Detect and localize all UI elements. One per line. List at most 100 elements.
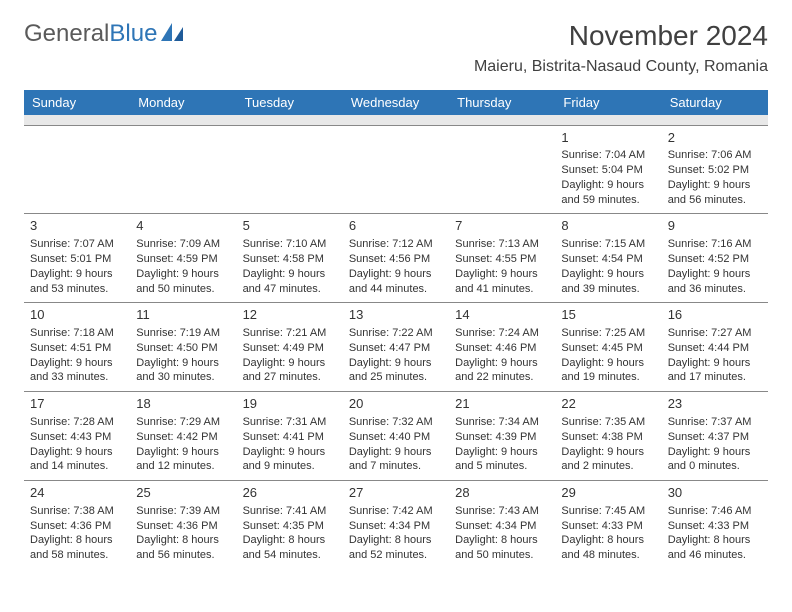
day-cell: 30Sunrise: 7:46 AMSunset: 4:33 PMDayligh… xyxy=(662,481,768,569)
sunset-text: Sunset: 4:34 PM xyxy=(349,519,443,534)
sunset-text: Sunset: 4:58 PM xyxy=(243,252,337,267)
spacer-row xyxy=(24,115,768,125)
sunset-text: Sunset: 5:02 PM xyxy=(668,163,762,178)
sunrise-text: Sunrise: 7:35 AM xyxy=(561,415,655,430)
day-number: 28 xyxy=(455,484,549,502)
sunset-text: Sunset: 4:33 PM xyxy=(668,519,762,534)
col-tuesday: Tuesday xyxy=(237,90,343,115)
day-number: 29 xyxy=(561,484,655,502)
daylight-text: Daylight: 8 hours and 54 minutes. xyxy=(243,533,337,563)
empty-cell xyxy=(24,125,130,214)
day-cell: 2Sunrise: 7:06 AMSunset: 5:02 PMDaylight… xyxy=(662,125,768,214)
daylight-text: Daylight: 8 hours and 56 minutes. xyxy=(136,533,230,563)
sunrise-text: Sunrise: 7:32 AM xyxy=(349,415,443,430)
sunset-text: Sunset: 4:44 PM xyxy=(668,341,762,356)
day-number: 27 xyxy=(349,484,443,502)
sunset-text: Sunset: 4:54 PM xyxy=(561,252,655,267)
daylight-text: Daylight: 9 hours and 12 minutes. xyxy=(136,445,230,475)
sunrise-text: Sunrise: 7:07 AM xyxy=(30,237,124,252)
daylight-text: Daylight: 9 hours and 56 minutes. xyxy=(668,178,762,208)
col-friday: Friday xyxy=(555,90,661,115)
sunset-text: Sunset: 4:37 PM xyxy=(668,430,762,445)
day-number: 11 xyxy=(136,306,230,324)
sunset-text: Sunset: 4:55 PM xyxy=(455,252,549,267)
day-cell: 5Sunrise: 7:10 AMSunset: 4:58 PMDaylight… xyxy=(237,214,343,303)
day-number: 14 xyxy=(455,306,549,324)
sunrise-text: Sunrise: 7:28 AM xyxy=(30,415,124,430)
sunrise-text: Sunrise: 7:43 AM xyxy=(455,504,549,519)
sunrise-text: Sunrise: 7:31 AM xyxy=(243,415,337,430)
day-cell: 7 Sunrise: 7:13 AMSunset: 4:55 PMDaylight… xyxy=(449,214,555,303)
col-thursday: Thursday xyxy=(449,90,555,115)
logo: GeneralBlue xyxy=(24,20,183,48)
daylight-text: Daylight: 9 hours and 36 minutes. xyxy=(668,267,762,297)
sunset-text: Sunset: 4:59 PM xyxy=(136,252,230,267)
daylight-text: Daylight: 8 hours and 52 minutes. xyxy=(349,533,443,563)
daylight-text: Daylight: 9 hours and 25 minutes. xyxy=(349,356,443,386)
sunrise-text: Sunrise: 7:15 AM xyxy=(561,237,655,252)
col-wednesday: Wednesday xyxy=(343,90,449,115)
day-number: 19 xyxy=(243,395,337,413)
daylight-text: Daylight: 8 hours and 58 minutes. xyxy=(30,533,124,563)
day-number: 22 xyxy=(561,395,655,413)
day-header-row: Sunday Monday Tuesday Wednesday Thursday… xyxy=(24,90,768,115)
week-row: 3Sunrise: 7:07 AMSunset: 5:01 PMDaylight… xyxy=(24,214,768,303)
calendar-body: 1Sunrise: 7:04 AMSunset: 5:04 PMDaylight… xyxy=(24,125,768,569)
day-cell: 8Sunrise: 7:15 AMSunset: 4:54 PMDaylight… xyxy=(555,214,661,303)
daylight-text: Daylight: 9 hours and 17 minutes. xyxy=(668,356,762,386)
daylight-text: Daylight: 9 hours and 19 minutes. xyxy=(561,356,655,386)
week-row: 24Sunrise: 7:38 AMSunset: 4:36 PMDayligh… xyxy=(24,481,768,569)
daylight-text: Daylight: 8 hours and 50 minutes. xyxy=(455,533,549,563)
day-cell: 26 Sunrise: 7:41 AMSunset: 4:35 PMDayligh… xyxy=(237,481,343,569)
day-cell: 19Sunrise: 7:31 AMSunset: 4:41 PMDayligh… xyxy=(237,392,343,481)
day-cell: 15Sunrise: 7:25 AMSunset: 4:45 PMDayligh… xyxy=(555,303,661,392)
daylight-text: Daylight: 9 hours and 41 minutes. xyxy=(455,267,549,297)
day-cell: 17Sunrise: 7:28 AMSunset: 4:43 PMDayligh… xyxy=(24,392,130,481)
title-block: November 2024 Maieru, Bistrita-Nasaud Co… xyxy=(474,20,768,76)
day-cell: 10Sunrise: 7:18 AMSunset: 4:51 PMDayligh… xyxy=(24,303,130,392)
daylight-text: Daylight: 8 hours and 46 minutes. xyxy=(668,533,762,563)
sunrise-text: Sunrise: 7:13 AM xyxy=(455,237,549,252)
week-row: 1Sunrise: 7:04 AMSunset: 5:04 PMDaylight… xyxy=(24,125,768,214)
daylight-text: Daylight: 9 hours and 44 minutes. xyxy=(349,267,443,297)
day-cell: 24Sunrise: 7:38 AMSunset: 4:36 PMDayligh… xyxy=(24,481,130,569)
day-cell: 16Sunrise: 7:27 AMSunset: 4:44 PMDayligh… xyxy=(662,303,768,392)
day-number: 30 xyxy=(668,484,762,502)
sunset-text: Sunset: 4:38 PM xyxy=(561,430,655,445)
sunrise-text: Sunrise: 7:41 AM xyxy=(243,504,337,519)
sunset-text: Sunset: 4:36 PM xyxy=(30,519,124,534)
day-number: 2 xyxy=(668,129,762,147)
day-number: 1 xyxy=(561,129,655,147)
day-number: 20 xyxy=(349,395,443,413)
day-number: 24 xyxy=(30,484,124,502)
day-number: 7 xyxy=(455,217,549,235)
day-number: 26 xyxy=(243,484,337,502)
col-monday: Monday xyxy=(130,90,236,115)
sunrise-text: Sunrise: 7:10 AM xyxy=(243,237,337,252)
day-number: 13 xyxy=(349,306,443,324)
sunset-text: Sunset: 4:51 PM xyxy=(30,341,124,356)
sunrise-text: Sunrise: 7:21 AM xyxy=(243,326,337,341)
sunrise-text: Sunrise: 7:18 AM xyxy=(30,326,124,341)
sunset-text: Sunset: 4:49 PM xyxy=(243,341,337,356)
day-number: 12 xyxy=(243,306,337,324)
daylight-text: Daylight: 9 hours and 7 minutes. xyxy=(349,445,443,475)
day-cell: 22Sunrise: 7:35 AMSunset: 4:38 PMDayligh… xyxy=(555,392,661,481)
week-row: 10Sunrise: 7:18 AMSunset: 4:51 PMDayligh… xyxy=(24,303,768,392)
sunset-text: Sunset: 4:46 PM xyxy=(455,341,549,356)
daylight-text: Daylight: 8 hours and 48 minutes. xyxy=(561,533,655,563)
daylight-text: Daylight: 9 hours and 14 minutes. xyxy=(30,445,124,475)
day-cell: 4Sunrise: 7:09 AMSunset: 4:59 PMDaylight… xyxy=(130,214,236,303)
day-number: 3 xyxy=(30,217,124,235)
sunset-text: Sunset: 4:50 PM xyxy=(136,341,230,356)
daylight-text: Daylight: 9 hours and 59 minutes. xyxy=(561,178,655,208)
day-cell: 27Sunrise: 7:42 AMSunset: 4:34 PMDayligh… xyxy=(343,481,449,569)
sunset-text: Sunset: 4:35 PM xyxy=(243,519,337,534)
sunset-text: Sunset: 4:41 PM xyxy=(243,430,337,445)
day-cell: 18Sunrise: 7:29 AMSunset: 4:42 PMDayligh… xyxy=(130,392,236,481)
day-cell: 14Sunrise: 7:24 AMSunset: 4:46 PMDayligh… xyxy=(449,303,555,392)
day-number: 21 xyxy=(455,395,549,413)
daylight-text: Daylight: 9 hours and 53 minutes. xyxy=(30,267,124,297)
day-cell: 12Sunrise: 7:21 AMSunset: 4:49 PMDayligh… xyxy=(237,303,343,392)
sunrise-text: Sunrise: 7:45 AM xyxy=(561,504,655,519)
